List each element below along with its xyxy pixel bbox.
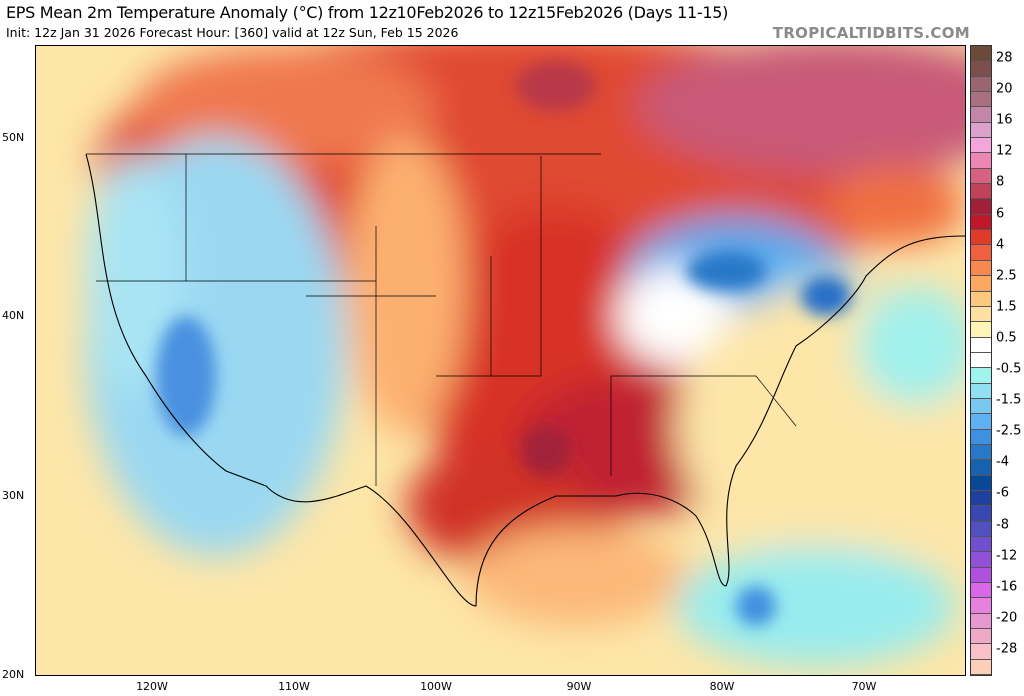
colorbar-label: 28 xyxy=(996,50,1013,66)
lat-label: 30N xyxy=(2,489,25,502)
colorbar-swatch xyxy=(971,122,991,139)
colorbar-label: -6 xyxy=(996,485,1009,501)
colorbar-swatch xyxy=(971,552,991,568)
colorbar xyxy=(970,45,992,676)
colorbar-label: -12 xyxy=(996,548,1018,564)
colorbar-swatch xyxy=(971,199,991,215)
colorbar-label: 1.5 xyxy=(996,299,1017,315)
colorbar-label: -16 xyxy=(996,579,1018,595)
colorbar-label: 0.5 xyxy=(996,330,1017,346)
colorbar-label: -8 xyxy=(996,517,1009,532)
colorbar-swatch xyxy=(971,414,991,430)
colorbar-swatch xyxy=(971,398,991,415)
colorbar-swatch xyxy=(971,260,991,277)
colorbar-swatch xyxy=(971,567,991,584)
colorbar-swatch xyxy=(971,613,991,630)
colorbar-swatch xyxy=(971,92,991,108)
colorbar-swatch xyxy=(971,659,991,676)
colorbar-label: -2.5 xyxy=(996,423,1022,439)
colorbar-swatch xyxy=(971,598,991,614)
colorbar-swatch xyxy=(971,629,991,645)
colorbar-swatch xyxy=(971,107,991,123)
colorbar-label: -20 xyxy=(996,610,1018,626)
lon-label: 90W xyxy=(566,680,592,693)
brand-watermark: TROPICALTIDBITS.COM xyxy=(772,24,970,42)
lat-label: 50N xyxy=(2,131,25,144)
colorbar-label: -0.5 xyxy=(996,361,1022,377)
colorbar-swatch xyxy=(971,506,991,522)
colorbar-swatch xyxy=(971,61,991,77)
colorbar-label: 20 xyxy=(996,81,1013,97)
colorbar-swatch xyxy=(971,521,991,537)
colorbar-swatch xyxy=(971,583,991,599)
lat-label: 20N xyxy=(2,668,25,681)
colorbar-label: 4 xyxy=(996,237,1005,253)
colorbar-swatch xyxy=(971,322,991,338)
colorbar-swatch xyxy=(971,230,991,246)
colorbar-label: 12 xyxy=(996,143,1013,159)
lon-label: 80W xyxy=(709,680,735,693)
colorbar-swatch xyxy=(971,184,991,200)
colorbar-label: -28 xyxy=(996,641,1018,657)
map-subtitle: Init: 12z Jan 31 2026 Forecast Hour: [36… xyxy=(6,25,459,40)
colorbar-swatch xyxy=(971,46,991,62)
lon-label: 110W xyxy=(278,680,310,693)
colorbar-swatch xyxy=(971,490,991,507)
colorbar-swatch xyxy=(971,537,991,553)
colorbar-swatch xyxy=(971,337,991,353)
colorbar-swatch xyxy=(971,214,991,231)
colorbar-swatch xyxy=(971,168,991,185)
colorbar-swatch xyxy=(971,245,991,261)
colorbar-swatch xyxy=(971,460,991,476)
colorbar-label: 16 xyxy=(996,112,1013,128)
colorbar-swatch xyxy=(971,153,991,169)
colorbar-label: 2.5 xyxy=(996,268,1017,284)
lon-label: 70W xyxy=(851,680,877,693)
colorbar-swatch xyxy=(971,444,991,461)
colorbar-swatch xyxy=(971,644,991,660)
temperature-anomaly-map xyxy=(35,45,966,676)
colorbar-swatch xyxy=(971,276,991,292)
colorbar-label: 8 xyxy=(996,174,1005,190)
lat-label: 40N xyxy=(2,309,25,322)
map-title: EPS Mean 2m Temperature Anomaly (°C) fro… xyxy=(6,3,729,22)
colorbar-swatch xyxy=(971,475,991,491)
colorbar-swatch xyxy=(971,368,991,384)
colorbar-swatch xyxy=(971,306,991,323)
colorbar-label: 6 xyxy=(996,206,1005,221)
lon-label: 100W xyxy=(420,680,452,693)
colorbar-swatch xyxy=(971,429,991,445)
colorbar-swatch xyxy=(971,76,991,93)
colorbar-swatch xyxy=(971,291,991,307)
colorbar-label: -4 xyxy=(996,454,1009,470)
colorbar-swatch xyxy=(971,138,991,154)
lon-label: 120W xyxy=(136,680,168,693)
colorbar-label: -1.5 xyxy=(996,392,1022,408)
colorbar-swatch xyxy=(971,352,991,369)
anomaly-field xyxy=(36,46,965,675)
colorbar-swatch xyxy=(971,383,991,399)
